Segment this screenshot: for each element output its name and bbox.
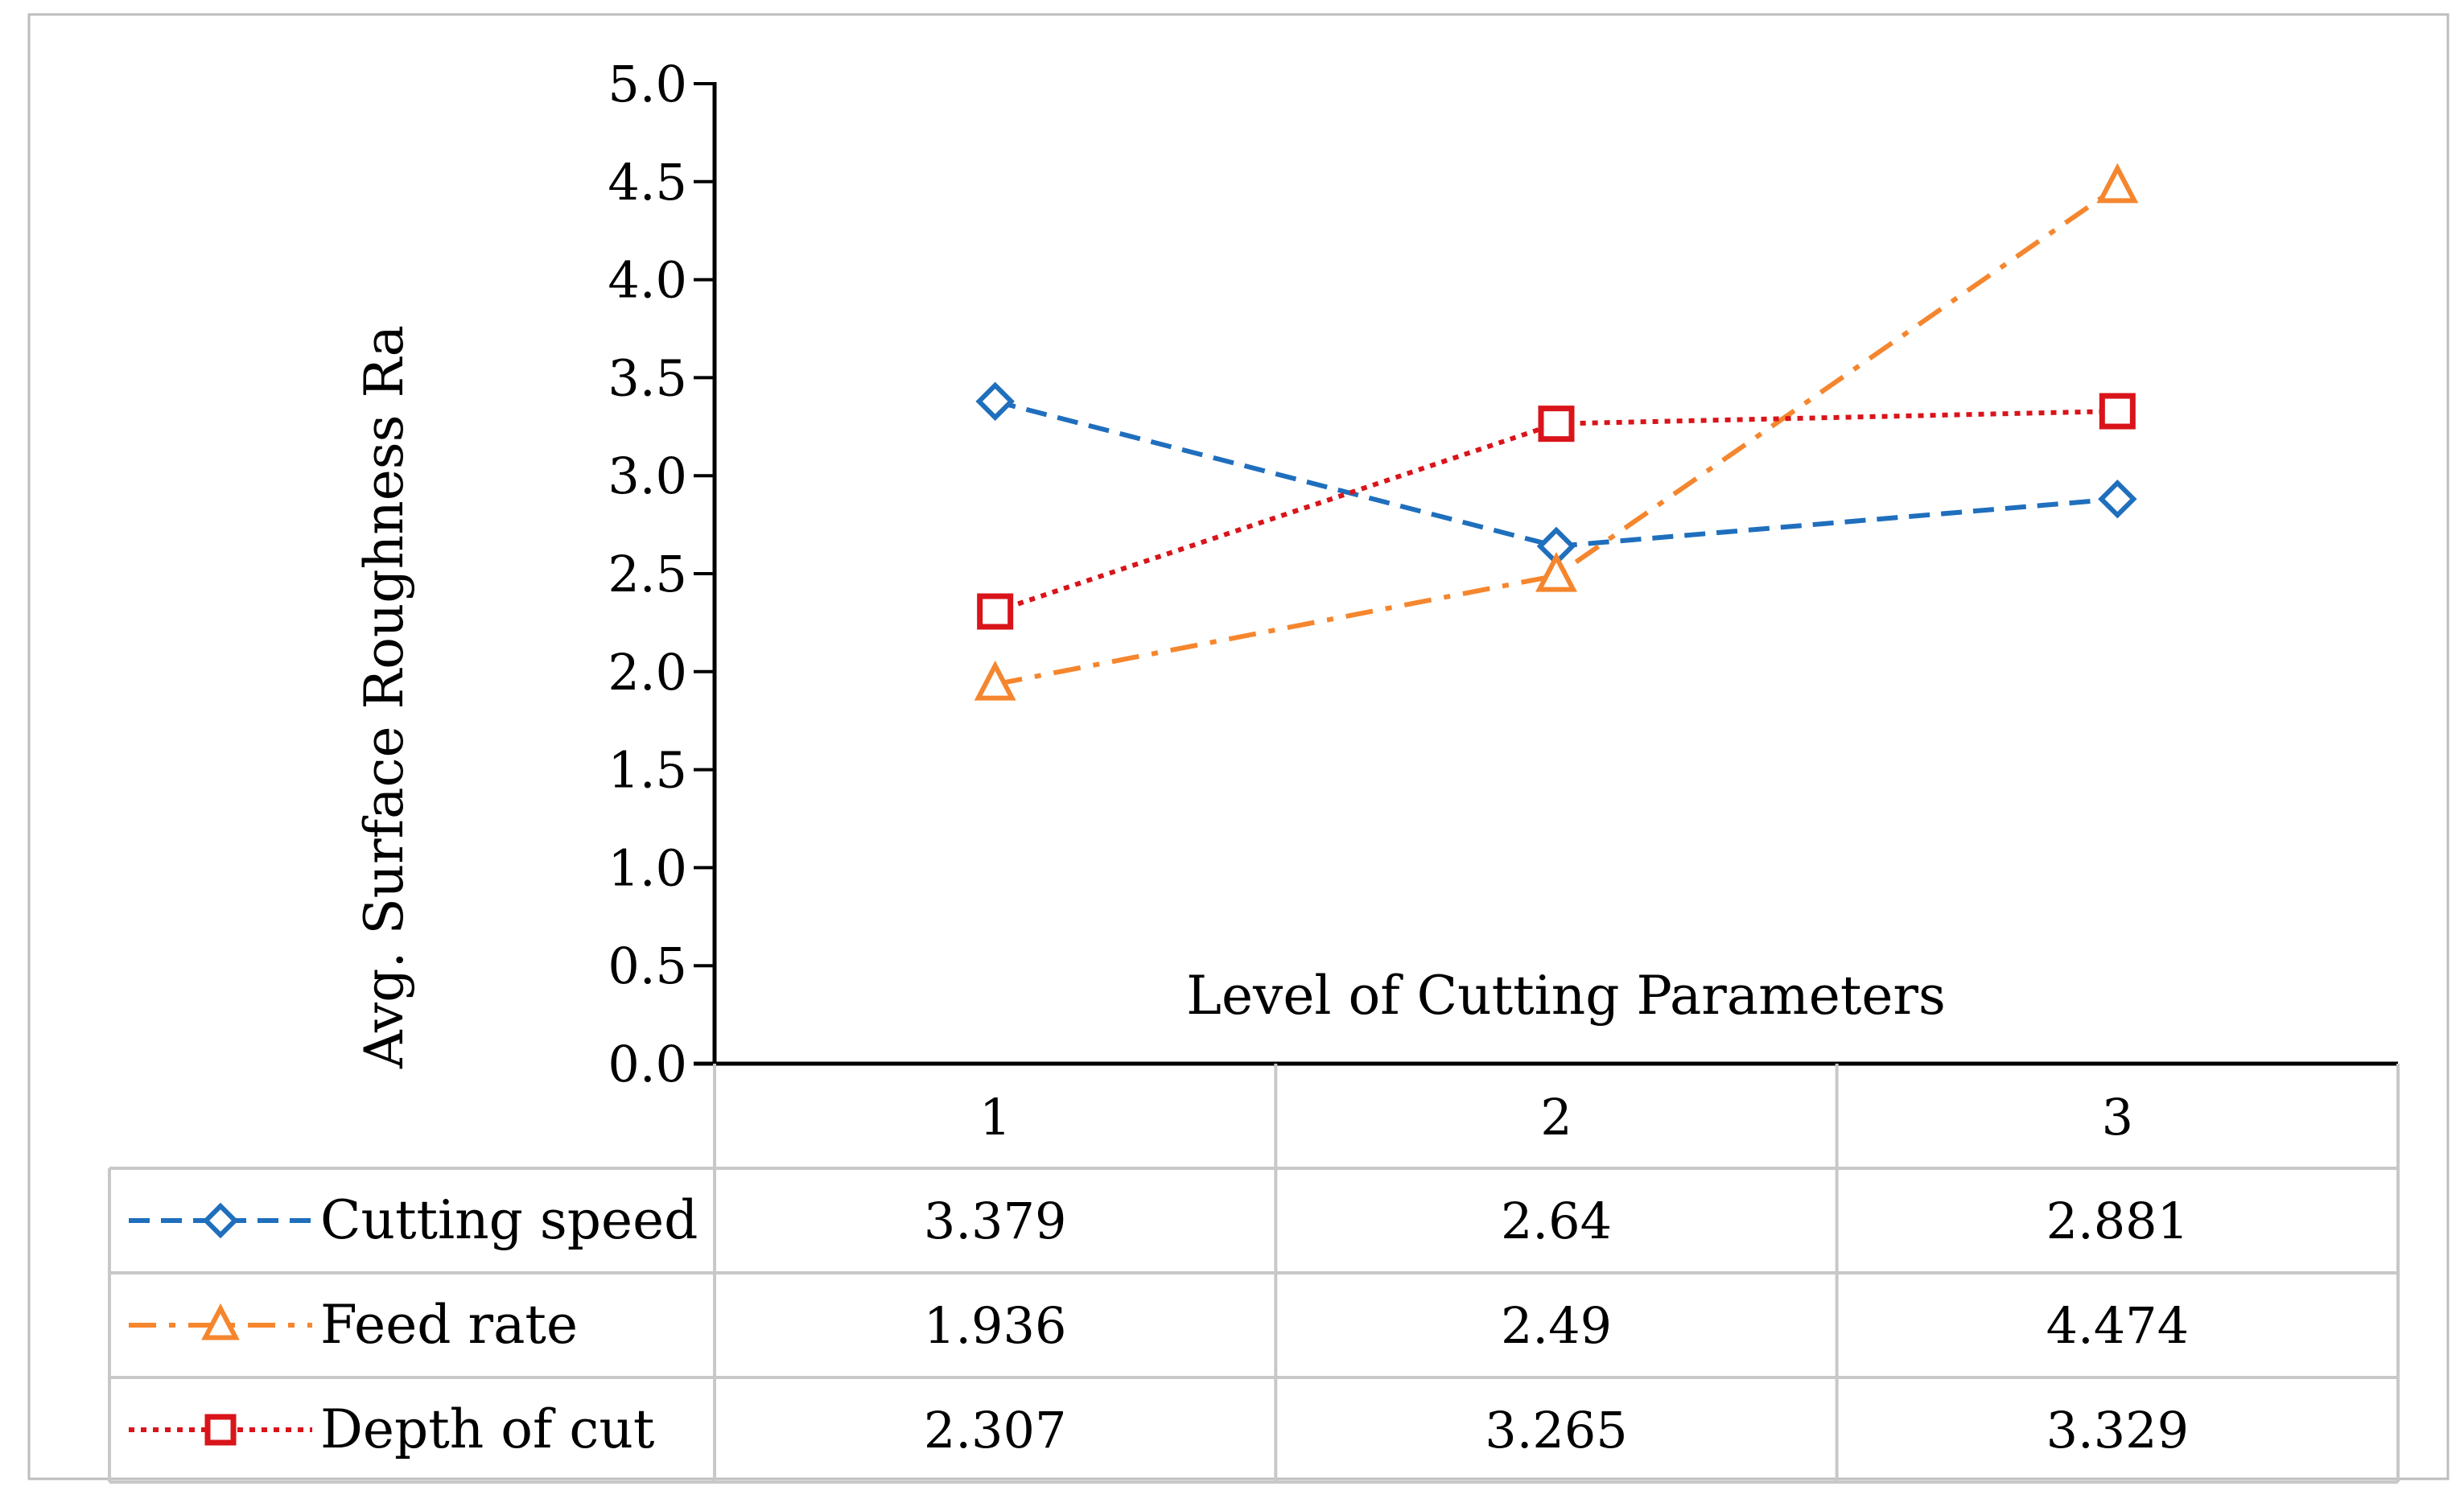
legend-marker-cutting_speed: [202, 1202, 239, 1239]
table-cell-value: 3.329: [2046, 1401, 2190, 1460]
data-table-grid: [108, 1064, 2400, 1484]
y-tick-label: 1.5: [608, 741, 687, 800]
legend-marker-feed_rate: [201, 1303, 240, 1340]
table-cell-value: 2.49: [1501, 1296, 1612, 1355]
data-table: 1 2 3 Cutting speed 3.379 2.64 2.881 Feed rate 1…: [129, 1088, 2189, 1460]
chart-frame: [27, 13, 2450, 1480]
y-tick-label: 1.0: [608, 838, 687, 897]
data-point-depth_of_cut: [1538, 406, 1575, 443]
y-tick-label: 4.0: [608, 251, 687, 310]
data-point-cutting_speed: [975, 381, 1015, 422]
data-point-depth_of_cut: [977, 593, 1014, 630]
y-tick-label: 0.0: [608, 1035, 687, 1093]
legend-label-depth_of_cut: Depth of cut: [320, 1398, 654, 1460]
x-category-label: 2: [1540, 1088, 1572, 1147]
y-axis-label: Avg. Surface Roughness Ra: [353, 325, 415, 1069]
table-cell-value: 2.881: [2046, 1192, 2190, 1250]
y-tick-label: 0.5: [608, 937, 687, 995]
legend-label-cutting_speed: Cutting speed: [320, 1189, 698, 1251]
y-tick-label: 5.0: [608, 55, 687, 113]
table-cell-value: 3.265: [1485, 1401, 1628, 1460]
table-cell-value: 2.64: [1501, 1192, 1612, 1250]
data-point-cutting_speed: [2098, 479, 2137, 519]
y-axis-ticks: 0.0 0.5 1.0 1.5 2.0 2.5 3.0 3.5 4.0 4.5 5.0: [608, 55, 715, 1093]
table-cell-value: 3.379: [924, 1192, 1067, 1250]
data-point-feed_rate: [974, 660, 1016, 701]
y-tick-label: 2.0: [608, 643, 687, 702]
legend-marker-depth_of_cut: [204, 1414, 237, 1446]
series-line-feed_rate: [995, 184, 2120, 687]
y-tick-label: 3.0: [608, 447, 687, 505]
series-markers: [974, 163, 2139, 701]
legend-label-feed_rate: Feed rate: [320, 1294, 578, 1356]
x-category-label: 3: [2102, 1088, 2133, 1147]
data-point-depth_of_cut: [2099, 393, 2136, 430]
data-point-feed_rate: [2096, 163, 2139, 204]
table-cell-value: 2.307: [924, 1401, 1067, 1460]
y-tick-label: 3.5: [608, 348, 687, 407]
table-cell-value: 1.936: [924, 1296, 1067, 1355]
y-tick-label: 4.5: [608, 153, 687, 212]
data-point-feed_rate: [1535, 551, 1577, 592]
y-tick-label: 2.5: [608, 545, 687, 603]
table-cell-value: 4.474: [2046, 1296, 2190, 1355]
x-axis-label: Level of Cutting Parameters: [1186, 965, 1946, 1027]
x-category-label: 1: [979, 1088, 1011, 1147]
